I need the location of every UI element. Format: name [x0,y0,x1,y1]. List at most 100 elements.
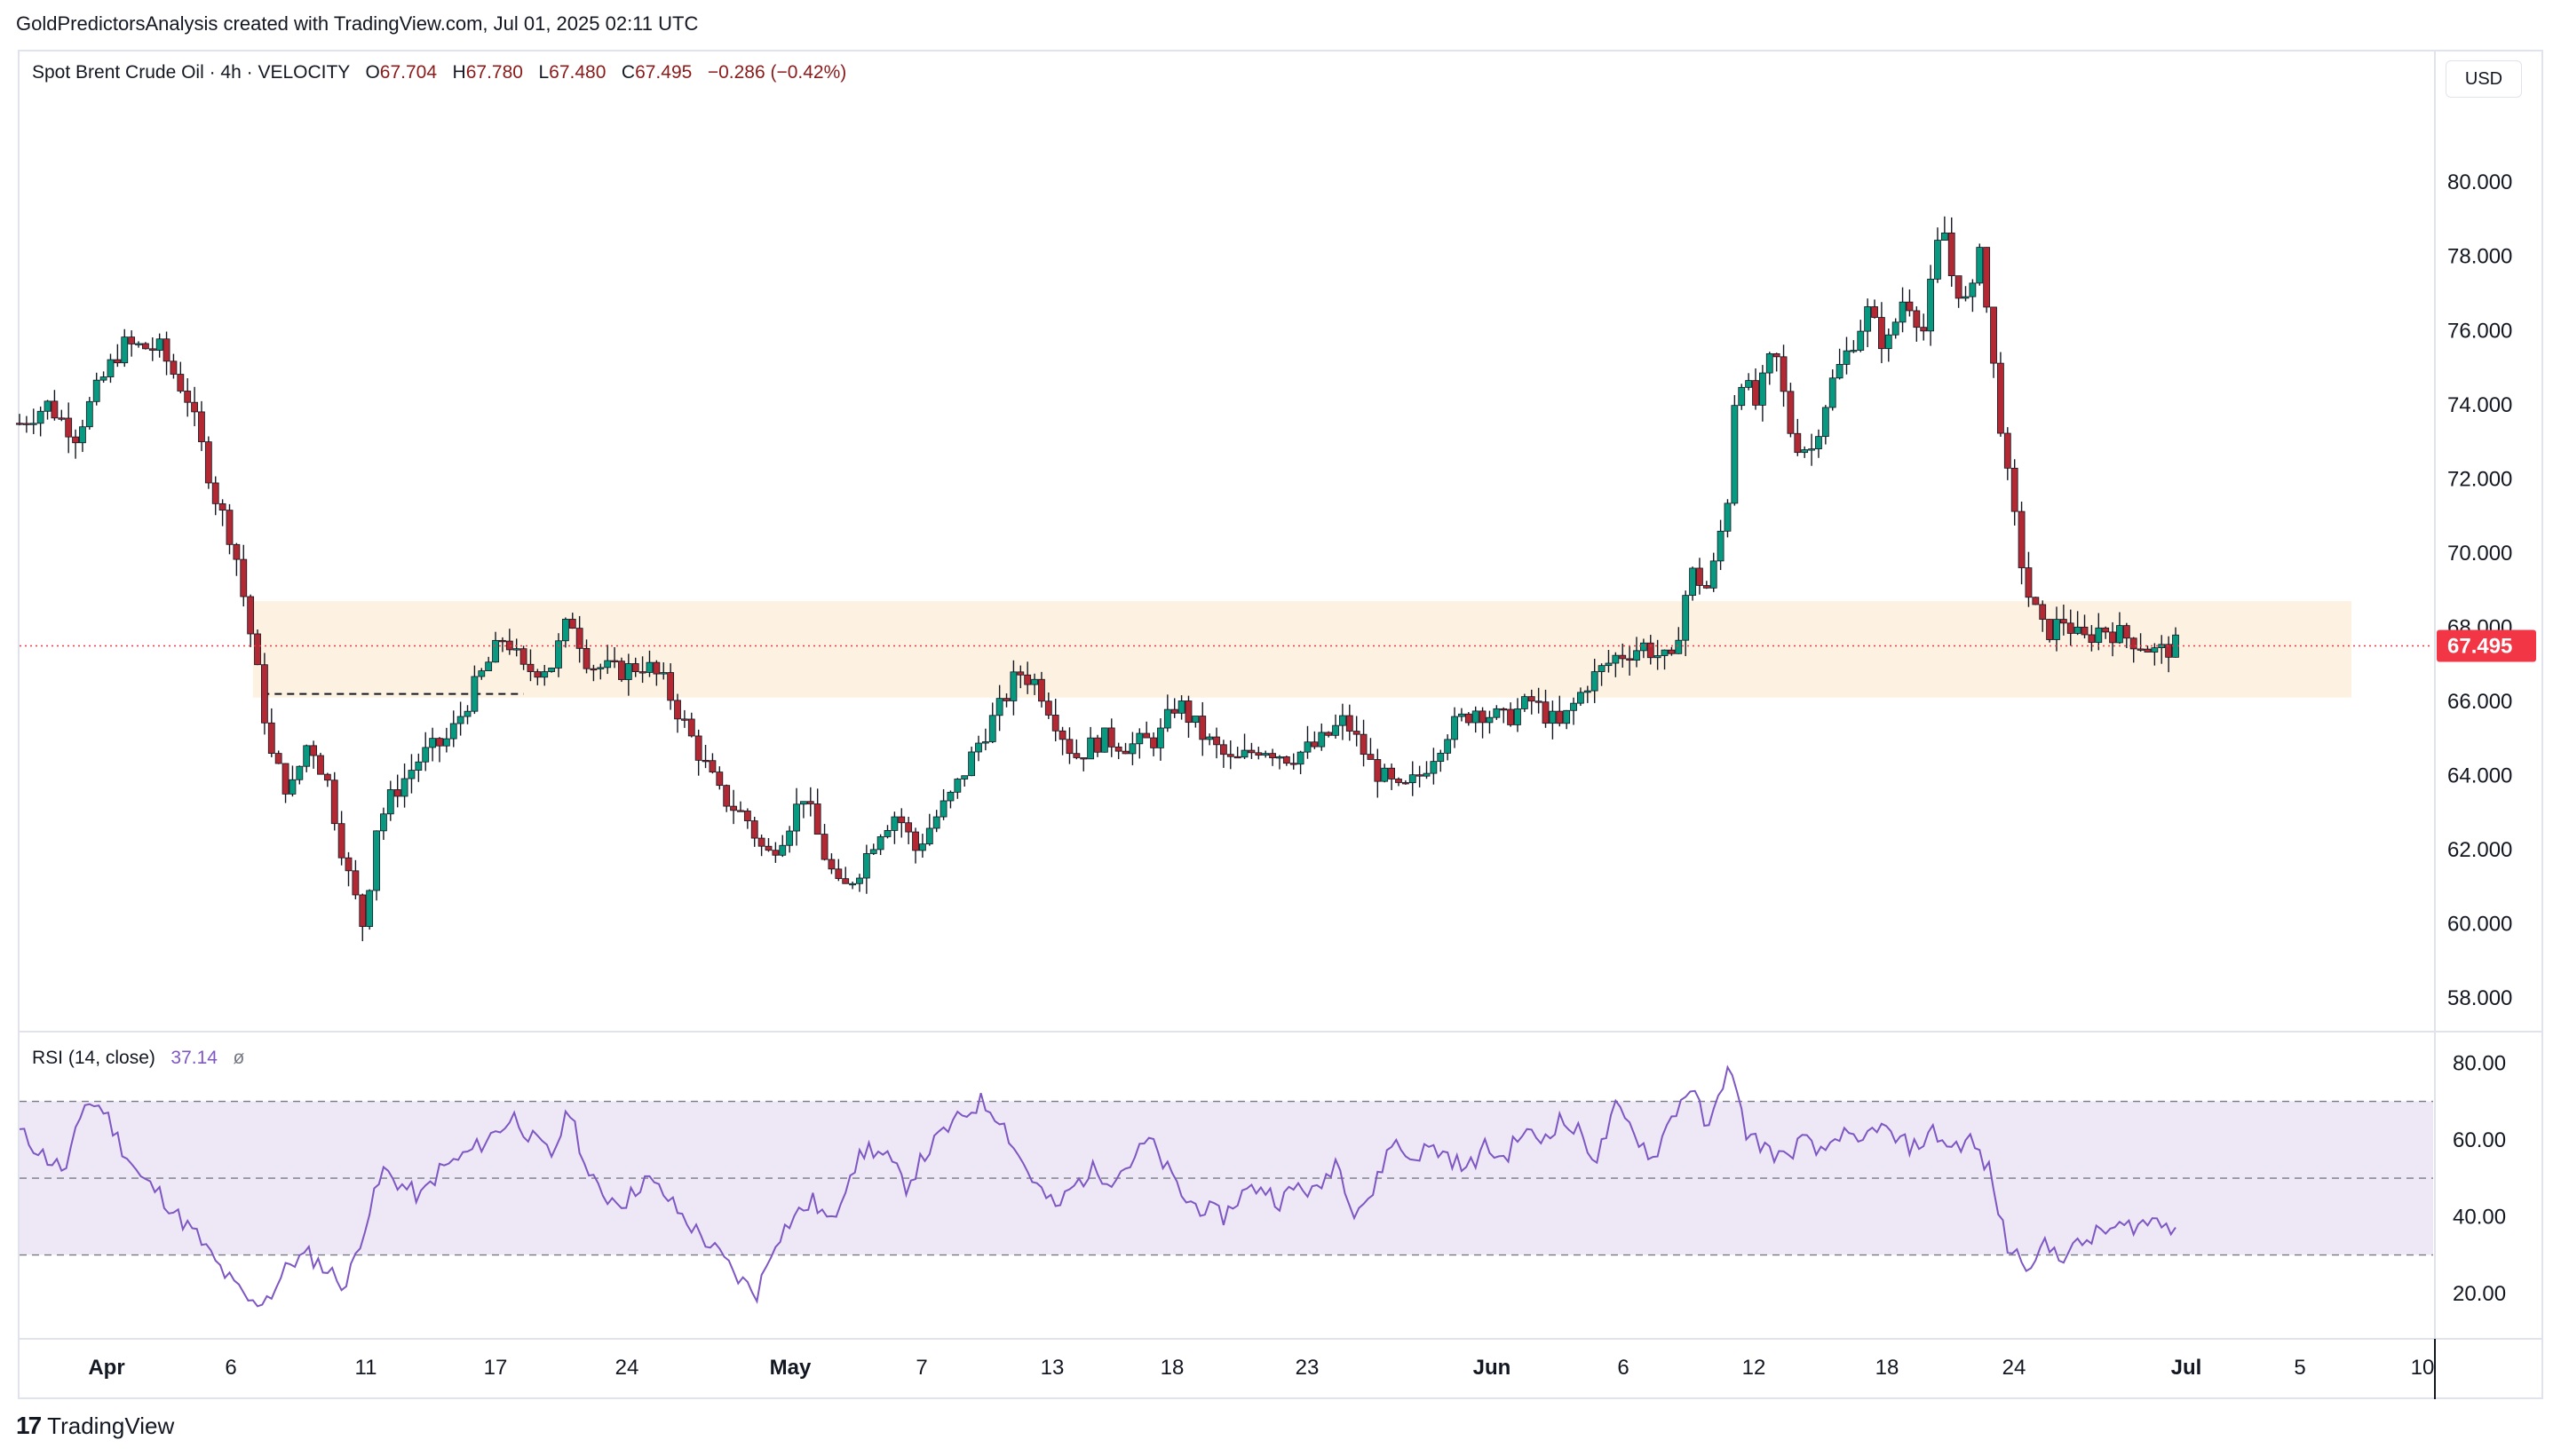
candle [1514,698,1521,732]
candle [828,853,836,874]
candle [646,650,654,677]
candle-body [1143,732,1151,739]
candle [905,816,913,844]
chart-credit: GoldPredictorsAnalysis created with Trad… [16,12,699,35]
candle-body [793,803,800,832]
candle-body [317,755,324,775]
candle-body [1122,750,1130,755]
candle [408,754,416,794]
candle [1969,279,1977,313]
candle-body [1507,708,1515,725]
candle [191,386,198,427]
candle [995,684,1003,732]
candle-body [58,417,66,420]
candle [1010,660,1018,716]
candle-body [702,759,710,763]
candle [240,544,248,607]
candle-body [1163,708,1171,729]
candle-body [1444,739,1452,754]
candle-body [492,639,499,663]
candle [667,663,675,710]
candle [1073,739,1081,760]
candle [813,788,821,835]
candle [114,344,122,368]
candle-body [954,779,962,793]
rsi-value: 37.14 [170,1048,218,1068]
candle [1415,765,1423,787]
candle-body [1479,710,1487,724]
visibility-icon[interactable]: ø [233,1048,245,1068]
candle [44,400,52,420]
close-value: 67.495 [635,62,693,83]
candle-body [464,710,472,717]
tradingview-brand[interactable]: 17 TradingView [16,1412,174,1440]
candle [653,660,661,686]
candle-body [177,374,185,392]
candle [1709,552,1717,592]
candle [2095,613,2103,651]
price-axis: 58.00060.00062.00064.00066.00068.00070.0… [2447,170,2512,1010]
candle [2003,427,2011,480]
candle-body [1276,756,1283,759]
candle [2059,605,2067,636]
candle-body [233,543,241,560]
time-tick-label: Jul [2171,1356,2202,1380]
candle-body [2109,631,2116,644]
candle-body [337,823,345,859]
candle [1549,700,1557,740]
candle [1248,742,1256,759]
candle [1080,757,1088,772]
open-value: 67.704 [379,62,438,83]
candle-body [1605,662,1613,667]
candle [849,881,856,890]
candle-body [436,738,443,747]
candle [1051,699,1059,741]
high-label: H [452,62,466,83]
candle [163,331,170,376]
candle-body [2025,567,2033,598]
candle-body [1073,753,1081,758]
candle-body [2032,597,2040,605]
price-tick-label: 66.000 [2447,690,2512,714]
time-tick-label: Jun [1473,1356,1511,1380]
candle-body [568,619,576,629]
candle-body [1415,774,1423,777]
currency-button[interactable]: USD [2446,60,2522,98]
time-tick-label: 7 [916,1356,927,1380]
candle-body [1689,567,1696,597]
candle-body [1192,716,1200,724]
candle [317,752,324,775]
candle [204,436,212,489]
candle-body [2165,644,2173,658]
candle-body [1772,352,1780,358]
candle [1430,748,1438,785]
candle [485,656,493,671]
candle-body [1408,774,1416,784]
candle-body [2073,626,2081,634]
candle [723,784,731,812]
rsi-title: RSI (14, close) [32,1048,155,1068]
candle-body [218,502,226,511]
candle-body [2137,648,2145,651]
candle [121,328,129,368]
candle-body [821,834,829,860]
candle [79,419,86,453]
candle-body [1527,696,1535,702]
candle-body [772,850,780,856]
last-price-label-bg [2437,629,2536,662]
candle-body [667,672,675,701]
candle [590,664,598,682]
candle-body [813,803,821,835]
candle-body [1563,709,1571,724]
candle-body [2102,627,2110,633]
candle [1899,287,1907,333]
candle-body [505,640,513,651]
candle [1906,289,1914,317]
candle [772,842,780,863]
candle [2165,636,2173,673]
candle [198,400,205,452]
candle-body [1639,642,1647,652]
candle-body [352,870,360,896]
candle-body [590,668,598,671]
